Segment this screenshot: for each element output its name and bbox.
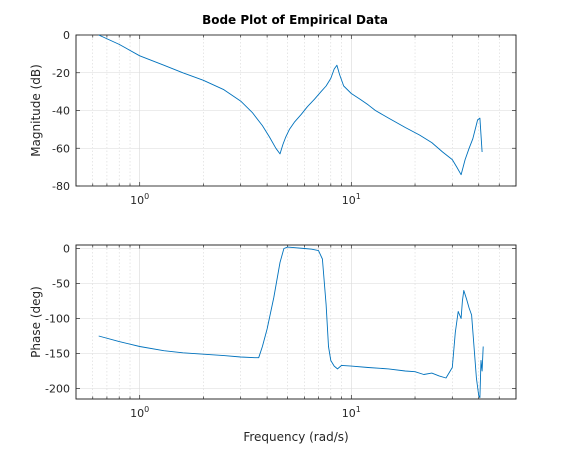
x-tick-label: 100 <box>130 192 149 207</box>
frequency-axis-label: Frequency (rad/s) <box>243 430 348 444</box>
y-tick-label: -20 <box>52 67 70 80</box>
phase-trace <box>98 246 484 399</box>
y-tick-label: -50 <box>52 278 70 291</box>
y-tick-label: -80 <box>52 180 70 193</box>
y-tick-label: -200 <box>45 383 70 396</box>
plot-area <box>75 244 517 400</box>
x-tick-label: 100 <box>130 405 149 420</box>
phase-axis-label: Phase (deg) <box>29 286 43 358</box>
magnitude-panel: 0 -20 -40 -60 -80 100 101 Magnitude (dB) <box>29 29 517 207</box>
y-tick-label: -150 <box>45 348 70 361</box>
grid <box>76 245 516 399</box>
chart-title: Bode Plot of Empirical Data <box>202 13 388 27</box>
y-tick-label: -100 <box>45 313 70 326</box>
axes-frame <box>75 244 517 400</box>
magnitude-axis-label: Magnitude (dB) <box>29 64 43 157</box>
y-tick-label: 0 <box>63 29 70 42</box>
y-tick-label: -60 <box>52 142 70 155</box>
y-tick-label: 0 <box>63 243 70 256</box>
y-tick-label: -40 <box>52 105 70 118</box>
x-tick-label: 101 <box>342 192 361 207</box>
phase-panel: 0 -50 -100 -150 -200 100 101 Phase (deg) Frequen… <box>29 243 517 444</box>
x-tick-label: 101 <box>342 405 361 420</box>
magnitude-trace <box>98 34 483 176</box>
axes-frame <box>75 34 517 187</box>
